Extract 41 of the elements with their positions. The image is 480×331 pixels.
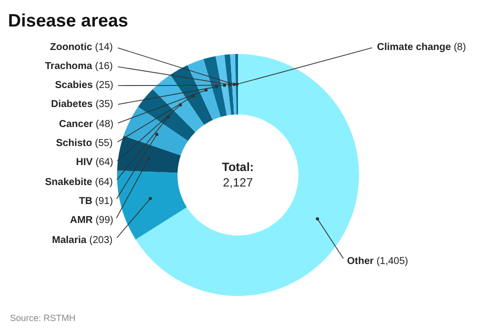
data-label: (99)	[96, 215, 114, 226]
data-label: (64)	[95, 157, 114, 168]
data-label: (35)	[95, 99, 114, 110]
slice-label: Scabies	[55, 80, 94, 91]
donut-slice	[138, 89, 196, 141]
slice-label: Schisto	[56, 138, 92, 149]
donut-slice	[170, 65, 213, 125]
slice-label: Trachoma	[45, 61, 93, 72]
donut-slice	[235, 54, 238, 115]
slice-label: TB	[79, 196, 92, 207]
donut-slice	[187, 59, 221, 120]
data-label: (55)	[94, 138, 113, 149]
text: Total: 2,127	[222, 160, 254, 190]
data-label: (203)	[89, 235, 113, 246]
donut-slice	[224, 54, 234, 115]
data-label: (16)	[95, 61, 113, 72]
slice-label: Diabetes	[51, 99, 94, 110]
slice-label: Zoonotic	[50, 42, 93, 53]
slice-label: Malaria	[52, 235, 87, 246]
donut-slice	[117, 170, 187, 240]
donut-slice	[152, 74, 204, 132]
data-label: (91)	[95, 196, 113, 207]
slice-label: Climate change	[377, 42, 452, 53]
data-label: (64)	[95, 177, 113, 188]
data-label: (8)	[454, 42, 466, 53]
data-label: (1,405)	[376, 256, 408, 267]
donut-slice	[216, 54, 232, 116]
slice-label: HIV	[76, 157, 93, 168]
data-label: (25)	[96, 80, 114, 91]
source-note: Source: RSTMH	[10, 313, 76, 323]
slice-label: Other	[347, 256, 374, 267]
donut-slice	[203, 56, 227, 118]
donut-slice	[124, 106, 188, 156]
slice-label: Cancer	[59, 119, 94, 130]
donut-slice	[117, 136, 181, 173]
data-label: (48)	[96, 119, 114, 130]
data-label: (14)	[94, 42, 113, 53]
slice-label: AMR	[70, 215, 94, 226]
chart-title: Disease areas	[8, 10, 128, 30]
donut-slice	[230, 54, 237, 115]
slice-label: Snakebite	[45, 177, 93, 188]
